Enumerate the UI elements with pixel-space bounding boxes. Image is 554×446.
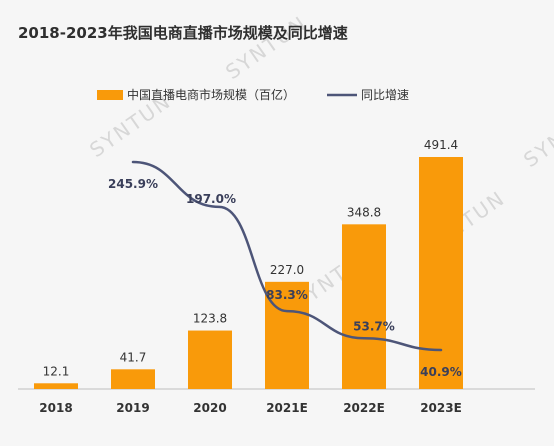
legend: 中国直播电商市场规模（百亿） 同比增速 (97, 87, 409, 102)
bar-value-label: 491.4 (424, 138, 458, 152)
bar-value-label: 348.8 (347, 205, 381, 219)
x-tick-label: 2022E (343, 401, 385, 415)
growth-rate-line (131, 160, 443, 352)
growth-value-label: 53.7% (353, 319, 395, 333)
bar-labels: 12.1 41.7 123.8 227.0 348.8 491.4 (43, 138, 459, 378)
bar-value-label: 12.1 (43, 364, 70, 378)
growth-value-label: 40.9% (420, 365, 462, 379)
bar-value-label: 41.7 (120, 350, 147, 364)
bar-2023E (419, 157, 463, 389)
x-tick-label: 2023E (420, 401, 462, 415)
bar-2018 (34, 383, 78, 389)
bar-series (34, 157, 463, 389)
watermark-text: SYNTUN (519, 99, 554, 172)
x-tick-label: 2021E (266, 401, 308, 415)
growth-value-label: 245.9% (108, 177, 158, 191)
bar-2021E (265, 281, 309, 389)
legend-label-bar: 中国直播电商市场规模（百亿） (127, 87, 295, 102)
legend-swatch-bar (97, 90, 123, 100)
chart-title: 2018-2023年我国电商直播市场规模及同比增速 (18, 24, 348, 42)
x-tick-label: 2020 (193, 401, 226, 415)
growth-value-label: 83.3% (266, 288, 308, 302)
watermark-text: SYNTUN (221, 11, 312, 84)
x-tick-labels: 2018 2019 2020 2021E 2022E 2023E (39, 401, 462, 415)
legend-label-line: 同比增速 (361, 88, 409, 102)
x-tick-label: 2019 (116, 401, 149, 415)
bar-value-label: 227.0 (270, 263, 304, 277)
growth-value-label: 197.0% (186, 192, 236, 206)
bar-2022E (342, 224, 386, 389)
line-labels: 245.9% 197.0% 83.3% 53.7% 40.9% (108, 177, 462, 379)
bar-value-label: 123.8 (193, 312, 227, 326)
bar-2020 (188, 330, 232, 389)
bar-2019 (111, 369, 155, 389)
x-tick-label: 2018 (39, 401, 72, 415)
